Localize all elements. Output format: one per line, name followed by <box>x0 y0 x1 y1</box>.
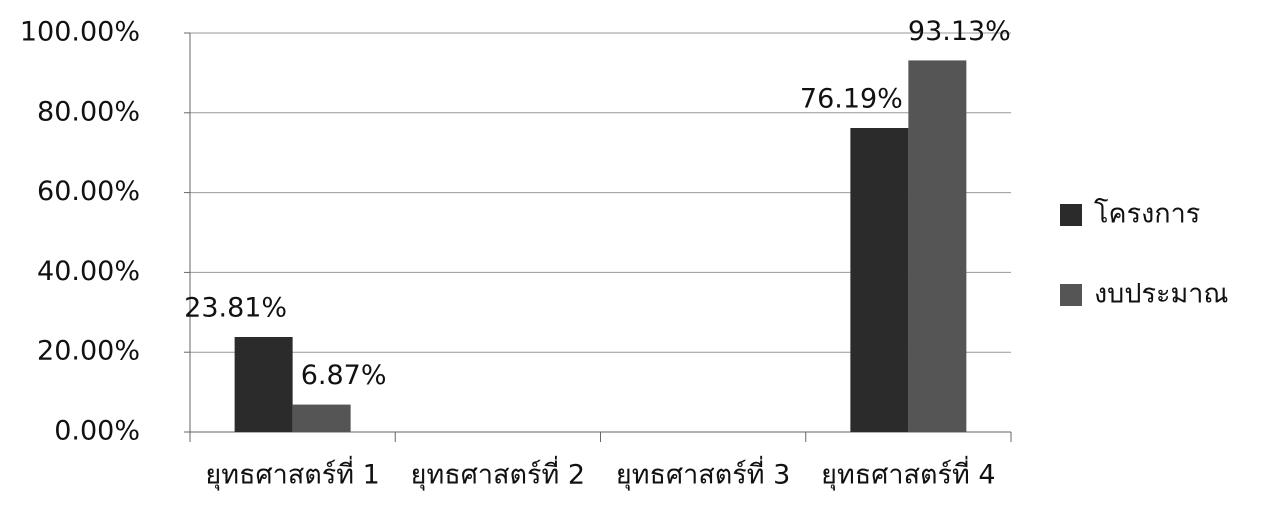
legend-swatch <box>1060 284 1082 306</box>
x-tick-label: ยุทธศาสตร์ที่ 1 <box>205 456 379 492</box>
data-label: 23.81% <box>184 292 287 323</box>
legend-swatch <box>1060 204 1082 226</box>
y-tick-label: 100.00% <box>20 17 140 48</box>
data-label: 6.87% <box>301 360 387 391</box>
x-tick-label: ยุทธศาสตร์ที่ 4 <box>821 456 995 492</box>
bar <box>292 404 351 432</box>
data-label: 76.19% <box>800 84 903 115</box>
y-tick-label: 0.00% <box>54 416 140 447</box>
x-tick-label: ยุทธศาสตร์ที่ 2 <box>411 456 585 492</box>
bar <box>908 60 967 432</box>
y-tick-label: 20.00% <box>37 336 140 367</box>
y-tick-label: 60.00% <box>37 176 140 207</box>
legend-label: โครงการ <box>1094 199 1200 230</box>
bar <box>234 336 293 432</box>
x-tick-label: ยุทธศาสตร์ที่ 3 <box>616 456 790 492</box>
legend-label: งบประมาณ <box>1094 279 1228 310</box>
data-label: 93.13% <box>908 16 1011 47</box>
bar <box>850 128 909 433</box>
y-tick-label: 80.00% <box>37 96 140 127</box>
y-tick-label: 40.00% <box>37 256 140 287</box>
